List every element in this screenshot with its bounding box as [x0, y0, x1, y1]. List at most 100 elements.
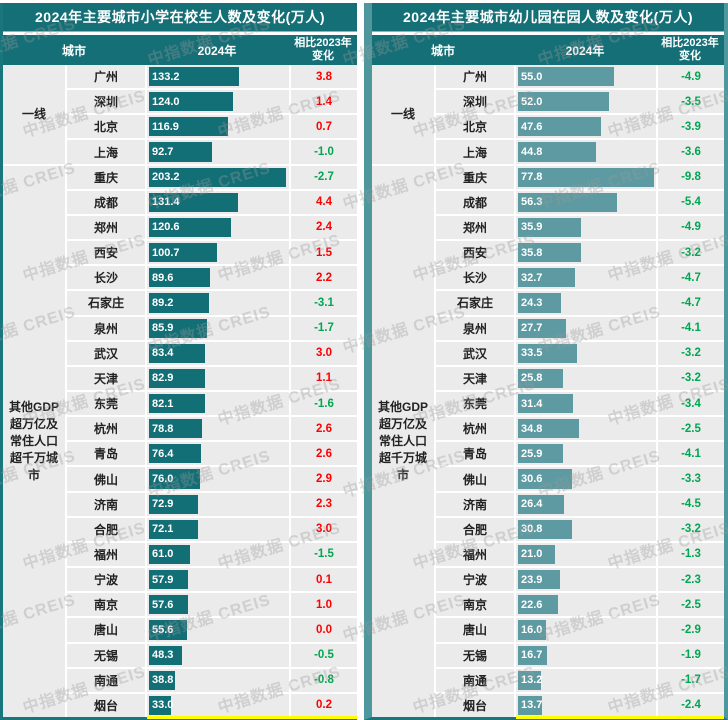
value-bar: 31.4 — [518, 394, 573, 414]
col-header-2024: 2024年 — [565, 43, 605, 58]
bar-cell: 52.0 — [516, 90, 656, 114]
bar-cell: 33.5 — [516, 341, 656, 365]
city-cell: 石家庄 — [436, 291, 514, 315]
bar-cell: 25.8 — [516, 366, 656, 390]
bar-cell: 76.0 — [147, 467, 289, 491]
city-cell: 广州 — [67, 65, 145, 89]
city-cell: 成都 — [436, 190, 514, 214]
value-bar: 25.8 — [518, 368, 564, 388]
change-value: 0.7 — [291, 115, 357, 139]
bar-value-label: 30.6 — [521, 473, 543, 486]
bar-value-label: 22.6 — [521, 598, 543, 611]
city-cell: 北京 — [436, 115, 514, 139]
primary-school-table-panel: 2024年主要城市小学在校生人数及变化(万人) 城市 2024年 相比2023年… — [0, 3, 357, 720]
change-value: -2.5 — [658, 417, 724, 441]
change-value: -3.3 — [658, 467, 724, 491]
bar-cell: 21.0 — [516, 542, 656, 567]
value-bar: 124.0 — [149, 92, 233, 112]
value-bar: 47.6 — [518, 117, 602, 137]
value-bar: 22.6 — [518, 595, 558, 615]
bar-value-label: 33.5 — [521, 347, 543, 360]
value-bar: 57.9 — [149, 570, 189, 590]
change-value: -1.7 — [658, 668, 724, 692]
change-value: -3.6 — [658, 140, 724, 164]
value-bar: 33.5 — [518, 343, 577, 363]
change-value: -3.5 — [658, 90, 724, 114]
change-value: -4.9 — [658, 65, 724, 89]
bar-value-label: 124.0 — [152, 95, 180, 108]
bar-value-label: 21.0 — [521, 548, 543, 561]
change-value: -3.1 — [291, 291, 357, 315]
change-value: -4.9 — [658, 215, 724, 240]
change-value: 2.9 — [291, 467, 357, 491]
city-cell: 成都 — [67, 190, 145, 214]
col-header-2024: 2024年 — [197, 43, 237, 58]
value-bar: 30.6 — [518, 469, 572, 489]
city-cell: 合肥 — [436, 517, 514, 541]
bar-value-label: 25.8 — [521, 372, 543, 385]
bar-cell: 47.6 — [516, 115, 656, 139]
city-cell: 武汉 — [67, 341, 145, 365]
city-cell: 广州 — [436, 65, 514, 89]
city-cell: 东莞 — [67, 392, 145, 416]
value-bar: 13.7 — [518, 695, 542, 715]
bar-cell: 78.8 — [147, 417, 289, 441]
city-cell: 杭州 — [67, 417, 145, 441]
value-bar: 82.1 — [149, 394, 205, 414]
change-value: -5.4 — [658, 190, 724, 214]
value-bar: 61.0 — [149, 544, 191, 565]
bar-value-label: 33.0 — [152, 699, 174, 712]
change-value: 1.5 — [291, 241, 357, 265]
value-bar: 89.6 — [149, 268, 210, 288]
value-bar: 55.0 — [518, 67, 615, 87]
bar-value-label: 52.0 — [521, 95, 543, 108]
city-cell: 济南 — [436, 492, 514, 516]
value-bar: 27.7 — [518, 318, 567, 338]
city-cell: 青岛 — [436, 442, 514, 466]
value-bar: 34.8 — [518, 419, 579, 439]
value-bar: 38.8 — [149, 670, 176, 690]
city-cell: 长沙 — [67, 266, 145, 290]
bar-value-label: 16.0 — [521, 623, 543, 636]
change-value: 3.8 — [291, 65, 357, 89]
city-cell: 郑州 — [67, 215, 145, 240]
change-value: -3.2 — [658, 341, 724, 365]
group-cell: 其他GDP超万亿及常住人口超千万城市 — [3, 165, 65, 717]
bottom-highlight-line — [147, 716, 357, 719]
city-cell: 泉州 — [67, 316, 145, 340]
bar-value-label: 85.9 — [152, 322, 174, 335]
city-cell: 济南 — [67, 492, 145, 516]
bar-cell: 48.3 — [147, 643, 289, 667]
bar-cell: 44.8 — [516, 140, 656, 164]
change-value: -2.7 — [291, 165, 357, 189]
city-cell: 石家庄 — [67, 291, 145, 315]
bar-value-label: 47.6 — [521, 120, 543, 133]
bar-cell: 31.4 — [516, 392, 656, 416]
change-value: 2.3 — [291, 492, 357, 516]
value-bar: 35.8 — [518, 243, 581, 263]
bar-cell: 55.0 — [516, 65, 656, 89]
col-header-city: 城市 — [430, 43, 455, 58]
table-body: 一线 广州 55.0 -4.9 深圳 52.0 -3.5 北京 47.6 -3.9 上海 44.8 -3… — [372, 65, 724, 717]
table-body: 一线 广州 133.2 3.8 深圳 124.0 1.4 北京 116.9 0.7 上海 92.7 -1… — [3, 65, 357, 717]
city-cell: 青岛 — [67, 442, 145, 466]
change-value: -4.1 — [658, 442, 724, 466]
change-value: -4.7 — [658, 266, 724, 290]
bar-value-label: 55.0 — [521, 70, 543, 83]
group-cell: 一线 — [372, 65, 434, 164]
bar-value-label: 25.9 — [521, 447, 543, 460]
group-cell: 其他GDP超万亿及常住人口超千万城市 — [372, 165, 434, 717]
change-value: 1.0 — [291, 593, 357, 617]
bar-value-label: 100.7 — [152, 246, 180, 259]
value-bar: 44.8 — [518, 142, 597, 162]
city-cell: 烟台 — [67, 693, 145, 717]
col-header-change: 相比2023年 变化 — [289, 35, 357, 65]
bar-value-label: 35.8 — [521, 246, 543, 259]
bottom-highlight-line — [516, 716, 724, 719]
city-cell: 武汉 — [436, 341, 514, 365]
bar-cell: 89.2 — [147, 291, 289, 315]
city-cell: 西安 — [436, 241, 514, 265]
bar-cell: 16.7 — [516, 643, 656, 667]
bar-value-label: 16.7 — [521, 649, 543, 662]
